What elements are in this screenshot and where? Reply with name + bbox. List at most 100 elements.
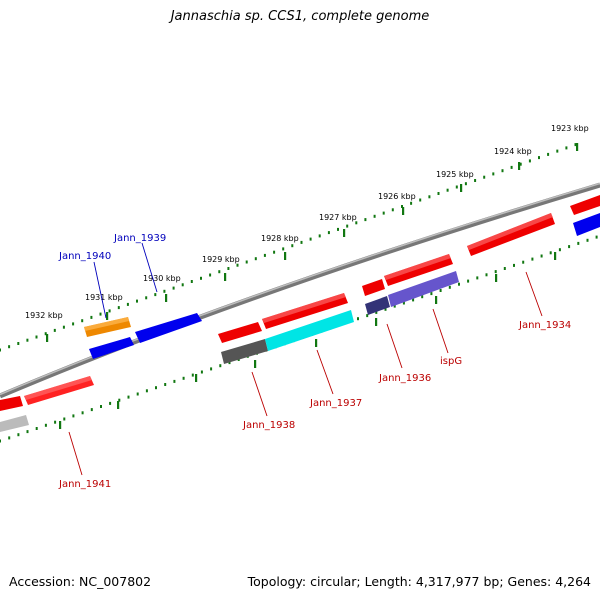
tick-dot (227, 267, 230, 270)
tick-dot (236, 263, 239, 267)
gene-jann-1938-reverse[interactable] (221, 339, 268, 364)
tick-label: 1925 kbp (436, 170, 474, 179)
tick-dot (136, 299, 138, 303)
tick-dot (485, 273, 488, 277)
gene-label-jann-1937[interactable]: Jann_1937 (309, 398, 362, 409)
tick-dot (549, 251, 552, 255)
tick-dot (163, 289, 166, 293)
tick-dot (190, 280, 193, 283)
major-tick (284, 252, 287, 260)
gene-label-jann-1940[interactable]: Jann_1940 (58, 251, 111, 262)
tick-dot (154, 293, 157, 297)
major-tick (554, 252, 557, 260)
gene-jann-1938-forward[interactable] (218, 322, 262, 343)
gene-label-jann-1934[interactable]: Jann_1934 (518, 320, 571, 331)
major-tick (315, 339, 318, 347)
tick-label: 1923 kbp (551, 124, 589, 133)
tick-dot (172, 286, 175, 290)
tick-dot (446, 188, 449, 192)
tick-dot (145, 389, 148, 393)
tick-labels: 1923 kbp 1924 kbp 1925 kbp 1926 kbp 1927 kbp… (25, 124, 589, 320)
gene-jann-1937-forward[interactable] (262, 293, 348, 329)
major-tick (460, 184, 463, 192)
tick-dot (90, 408, 93, 412)
tick-dot (595, 235, 598, 239)
gene-label-jann-1941[interactable]: Jann_1941 (58, 479, 111, 490)
tick-dot (273, 250, 276, 254)
major-tick (117, 401, 120, 409)
leader-jann-1936 (386, 323, 403, 369)
gene-right-edge-reverse[interactable] (573, 213, 600, 236)
tick-dot (35, 335, 38, 339)
tick-dot (109, 401, 112, 405)
gene-jann-1937-reverse[interactable] (265, 310, 354, 351)
tick-dot (410, 201, 413, 205)
tick-dot (309, 237, 312, 241)
tick-dot (448, 285, 451, 289)
tick-dot (586, 238, 589, 242)
tick-label: 1927 kbp (319, 213, 357, 222)
tick-dot (428, 195, 431, 199)
tick-dot (366, 314, 369, 318)
gene-jann-1941-forward[interactable] (24, 376, 94, 405)
tick-dot (81, 411, 84, 415)
tick-dot (531, 257, 534, 261)
tick-dot (210, 367, 213, 371)
tick-dot (17, 433, 20, 437)
tick-label: 1924 kbp (494, 147, 532, 156)
tick-dot (8, 345, 11, 349)
tick-dot (402, 301, 405, 305)
tick-label: 1930 kbp (143, 274, 181, 283)
tick-dot (200, 370, 203, 374)
gene-label-ispg[interactable]: ispG (440, 356, 462, 367)
tick-dot (100, 405, 102, 408)
tick-dot (108, 309, 111, 313)
gene-label-jann-1936[interactable]: Jann_1936 (378, 373, 431, 384)
tick-dot (44, 423, 47, 427)
leader-ispg (432, 308, 449, 354)
gene-jann-1934-forward[interactable] (467, 213, 555, 256)
genome-backbone (0, 182, 600, 399)
genome-summary-text: Topology: circular; Length: 4,317,977 bp… (247, 574, 591, 589)
tick-dot (99, 312, 102, 316)
tick-dot (421, 295, 424, 299)
major-tick (195, 374, 198, 382)
major-tick (106, 312, 109, 320)
tick-dot (218, 270, 221, 274)
gene-label-jann-1938[interactable]: Jann_1938 (242, 420, 295, 431)
tick-dot (364, 218, 367, 222)
tick-dot (474, 179, 477, 182)
tick-label: 1929 kbp (202, 255, 240, 264)
tick-dot (384, 307, 387, 311)
tick-dot (318, 234, 321, 238)
gene-ispg-reverse[interactable] (388, 271, 459, 307)
tick-dot (136, 392, 139, 396)
gene-ispg-forward[interactable] (384, 254, 453, 286)
tick-dot (181, 283, 184, 287)
tick-dot (437, 192, 440, 195)
major-tick (224, 273, 227, 281)
tick-dot (476, 276, 479, 280)
gene-jann-1939-reverse[interactable] (135, 313, 202, 343)
tick-dot (17, 342, 20, 345)
gene-jann-1940-forward[interactable] (84, 317, 131, 337)
gene-right-edge-forward[interactable] (570, 195, 600, 215)
tick-dot (26, 338, 29, 342)
tick-dot (72, 414, 75, 418)
tick-dot (254, 257, 257, 261)
tick-dot (510, 165, 513, 169)
gene-label-jann-1939[interactable]: Jann_1939 (113, 233, 166, 244)
tick-dot (412, 298, 415, 302)
major-tick (518, 162, 521, 170)
tick-dot (182, 376, 185, 380)
tick-dot (53, 328, 56, 332)
gene-jann-1936-forward[interactable] (362, 279, 385, 296)
tick-dot (528, 159, 531, 163)
gene-jann-1936-reverse[interactable] (365, 296, 390, 315)
gene-jann-1940-reverse[interactable] (89, 337, 134, 359)
gene-jann-1941-reverse[interactable] (0, 415, 29, 432)
gene-left-edge-forward[interactable] (0, 396, 23, 411)
tick-dot (8, 436, 11, 440)
tick-dot (72, 322, 75, 326)
leader-jann-1940 (93, 261, 107, 319)
